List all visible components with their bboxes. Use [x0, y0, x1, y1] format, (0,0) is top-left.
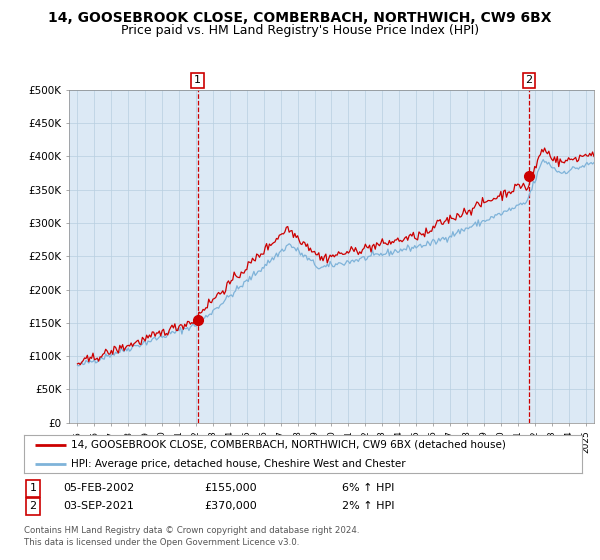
- Text: 1: 1: [194, 76, 201, 86]
- Text: 2% ↑ HPI: 2% ↑ HPI: [342, 501, 395, 511]
- Text: 14, GOOSEBROOK CLOSE, COMBERBACH, NORTHWICH, CW9 6BX: 14, GOOSEBROOK CLOSE, COMBERBACH, NORTHW…: [48, 11, 552, 25]
- Text: HPI: Average price, detached house, Cheshire West and Chester: HPI: Average price, detached house, Ches…: [71, 459, 406, 469]
- Text: £370,000: £370,000: [204, 501, 257, 511]
- Text: 03-SEP-2021: 03-SEP-2021: [63, 501, 134, 511]
- Text: 05-FEB-2002: 05-FEB-2002: [63, 483, 134, 493]
- Text: 2: 2: [29, 501, 37, 511]
- Text: 14, GOOSEBROOK CLOSE, COMBERBACH, NORTHWICH, CW9 6BX (detached house): 14, GOOSEBROOK CLOSE, COMBERBACH, NORTHW…: [71, 440, 506, 450]
- Text: 2: 2: [526, 76, 533, 86]
- Text: 6% ↑ HPI: 6% ↑ HPI: [342, 483, 394, 493]
- Text: 1: 1: [29, 483, 37, 493]
- Text: Price paid vs. HM Land Registry's House Price Index (HPI): Price paid vs. HM Land Registry's House …: [121, 24, 479, 36]
- Text: Contains HM Land Registry data © Crown copyright and database right 2024.
This d: Contains HM Land Registry data © Crown c…: [24, 526, 359, 547]
- Text: £155,000: £155,000: [204, 483, 257, 493]
